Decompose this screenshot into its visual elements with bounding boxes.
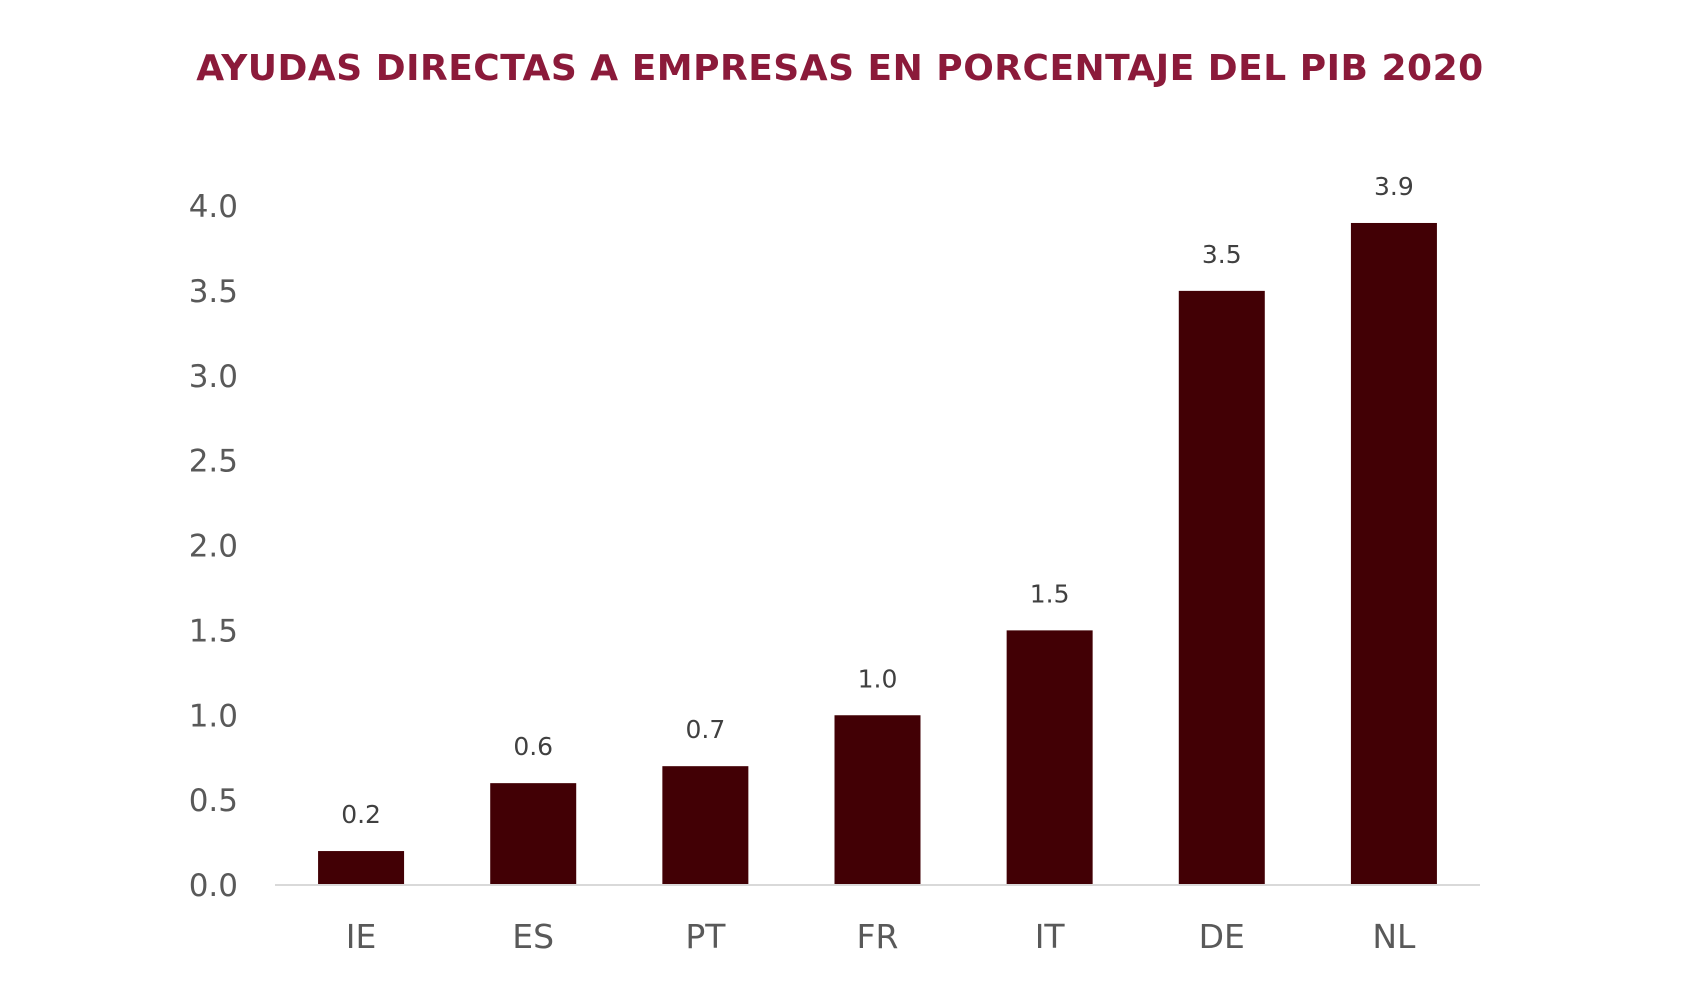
y-axis-ticks: 0.0 0.5 1.0 1.5 2.0 2.5 3.0 3.5 4.0: [189, 189, 238, 904]
y-tick-label: 4.0: [189, 189, 238, 225]
x-axis-labels: IE ES PT FR IT DE NL: [346, 917, 1416, 956]
data-label-es: 0.6: [513, 732, 553, 761]
bars-group: [318, 222, 1437, 886]
y-tick-label: 1.5: [189, 613, 238, 649]
y-tick-label: 0.5: [189, 783, 238, 819]
x-tick-label-it: IT: [1035, 917, 1066, 956]
bar-es: [490, 783, 577, 885]
x-tick-label-fr: FR: [857, 917, 899, 956]
bar-de: [1178, 290, 1265, 885]
x-tick-label-pt: PT: [685, 917, 726, 956]
x-tick-label-de: DE: [1199, 917, 1245, 956]
y-tick-label: 1.0: [189, 698, 238, 734]
bar-nl: [1350, 222, 1437, 886]
data-label-pt: 0.7: [685, 715, 725, 744]
bar-pt: [662, 766, 749, 885]
bar-ie: [318, 851, 405, 885]
data-label-it: 1.5: [1030, 579, 1070, 608]
data-labels-group: 0.2 0.6 0.7 1.0 1.5 3.5 3.9: [341, 172, 1414, 829]
bar-it: [1006, 630, 1093, 885]
data-label-fr: 1.0: [858, 664, 898, 693]
x-tick-label-nl: NL: [1372, 917, 1416, 956]
data-label-ie: 0.2: [341, 800, 381, 829]
y-tick-label: 3.5: [189, 274, 238, 310]
y-tick-label: 0.0: [189, 868, 238, 904]
x-tick-label-es: ES: [512, 917, 554, 956]
y-tick-label: 2.0: [189, 529, 238, 565]
y-tick-label: 3.0: [189, 359, 238, 395]
chart-title: AYUDAS DIRECTAS A EMPRESAS EN PORCENTAJE…: [196, 48, 1483, 89]
data-label-nl: 3.9: [1374, 172, 1414, 201]
y-tick-label: 2.5: [189, 444, 238, 480]
bar-fr: [834, 715, 921, 885]
x-tick-label-ie: IE: [346, 917, 377, 956]
data-label-de: 3.5: [1202, 240, 1242, 269]
